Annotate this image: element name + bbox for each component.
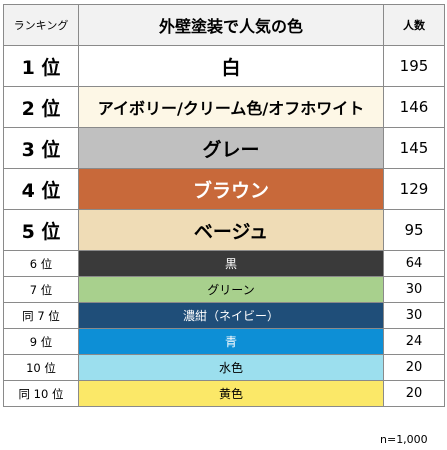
count-cell: 30 [383, 276, 445, 303]
rank-cell: 7 位 [3, 276, 79, 303]
count-cell: 20 [383, 380, 445, 407]
sample-size-note: n=1,000 [380, 433, 428, 446]
color-name-cell: グレー [78, 127, 384, 169]
color-name-cell: アイボリー/クリーム色/オフホワイト [78, 86, 384, 128]
table-row: 5 位ベージュ 95 [3, 209, 445, 251]
color-name-cell: 黄色 [78, 380, 384, 407]
table-row: 6 位黒 64 [3, 250, 445, 277]
count-cell: 195 [383, 45, 445, 87]
rank-cell: 5 位 [3, 209, 79, 251]
count-cell: 20 [383, 354, 445, 381]
table-row: 同 10 位黄色 20 [3, 380, 445, 407]
table-row: 4 位ブラウン 129 [3, 168, 445, 210]
rank-cell: 同 7 位 [3, 302, 79, 329]
rank-cell: 6 位 [3, 250, 79, 277]
count-cell: 30 [383, 302, 445, 329]
rank-cell: 1 位 [3, 45, 79, 87]
count-cell: 95 [383, 209, 445, 251]
color-name-cell: 水色 [78, 354, 384, 381]
table-row: 同 7 位濃紺（ネイビー） 30 [3, 302, 445, 329]
rank-cell: 同 10 位 [3, 380, 79, 407]
count-cell: 146 [383, 86, 445, 128]
count-cell: 145 [383, 127, 445, 169]
count-cell: 24 [383, 328, 445, 355]
table-row: 10 位水色 20 [3, 354, 445, 381]
table-row: 9 位青 24 [3, 328, 445, 355]
count-cell: 64 [383, 250, 445, 277]
rank-cell: 9 位 [3, 328, 79, 355]
color-name-cell: ブラウン [78, 168, 384, 210]
color-name-cell: 黒 [78, 250, 384, 277]
table-row: 7 位グリーン 30 [3, 276, 445, 303]
color-name-cell: 濃紺（ネイビー） [78, 302, 384, 329]
color-name-cell: グリーン [78, 276, 384, 303]
ranking-table: ランキング 外壁塗装で人気の色 人数 1 位白 195 2 位アイボリー/クリーム色… [3, 4, 445, 407]
header-title: 外壁塗装で人気の色 [78, 4, 384, 46]
color-name-cell: 白 [78, 45, 384, 87]
rank-cell: 2 位 [3, 86, 79, 128]
count-cell: 129 [383, 168, 445, 210]
table-row: 3 位グレー 145 [3, 127, 445, 169]
color-name-cell: ベージュ [78, 209, 384, 251]
header-row: ランキング 外壁塗装で人気の色 人数 [3, 4, 445, 46]
table-row: 2 位アイボリー/クリーム色/オフホワイト 146 [3, 86, 445, 128]
rank-cell: 10 位 [3, 354, 79, 381]
header-count: 人数 [383, 4, 445, 46]
table-row: 1 位白 195 [3, 45, 445, 87]
rank-cell: 4 位 [3, 168, 79, 210]
rank-cell: 3 位 [3, 127, 79, 169]
header-rank: ランキング [3, 4, 79, 46]
color-name-cell: 青 [78, 328, 384, 355]
table-body: 1 位白 195 2 位アイボリー/クリーム色/オフホワイト 146 3 位グレー 145… [3, 45, 445, 407]
